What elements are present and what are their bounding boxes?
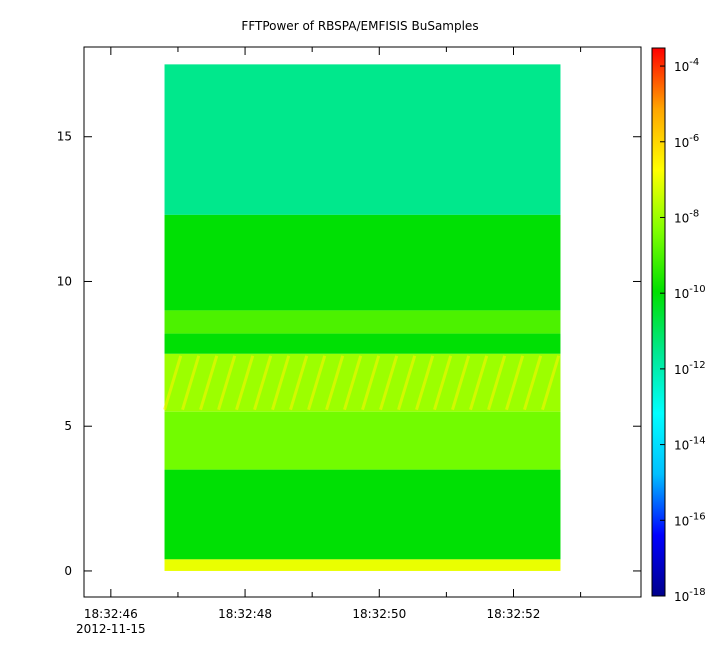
chorus-element <box>253 355 273 411</box>
colorbar-tick-label: 10-18 <box>674 587 706 604</box>
heatmap-band-0 <box>164 64 561 215</box>
heatmap-band-7 <box>164 559 561 571</box>
y-axis: 0 5 10 15 <box>57 130 641 578</box>
x-tick-label: 18:32:50 <box>352 607 406 621</box>
heatmap-band-4 <box>164 353 561 412</box>
colorbar-tick-label: 10-8 <box>674 208 699 225</box>
colorbar-tick-label: 10-12 <box>674 360 706 377</box>
chorus-element <box>361 355 381 411</box>
chorus-element <box>235 355 255 411</box>
colorbar-gradient <box>651 47 666 597</box>
chorus-element <box>343 355 363 411</box>
chorus-element <box>487 355 507 411</box>
chorus-element <box>271 355 291 411</box>
colorbar-tick-label: 10-16 <box>674 511 706 528</box>
chorus-element <box>397 355 417 411</box>
y-tick-label: 10 <box>57 274 72 288</box>
chorus-element <box>217 355 237 411</box>
chorus-element <box>469 355 489 411</box>
chorus-element <box>451 355 471 411</box>
heatmap-band-2 <box>164 310 561 334</box>
heatmap-band-5 <box>164 411 561 470</box>
chorus-element <box>505 355 525 411</box>
colorbar-tick-label: 10-4 <box>674 57 699 74</box>
spectrogram-heatmap <box>163 64 561 571</box>
chorus-element <box>541 355 561 411</box>
chorus-element <box>307 355 327 411</box>
colorbar-ticks: 10-4 10-6 10-8 10-10 10-12 10-14 10-16 10-18 <box>660 57 706 604</box>
chorus-element <box>325 355 345 411</box>
chorus-element <box>181 355 201 411</box>
y-tick-label: 15 <box>57 130 72 144</box>
colorbar-tick-label: 10-6 <box>674 133 699 150</box>
chart-title: FFTPower of RBSPA/EMFISIS BuSamples <box>241 19 478 33</box>
x-tick-label: 18:32:48 <box>218 607 272 621</box>
chorus-element <box>379 355 399 411</box>
heatmap-band-3 <box>164 333 561 354</box>
colorbar-tick-label: 10-14 <box>674 436 706 453</box>
chorus-element <box>523 355 543 411</box>
chorus-element <box>433 355 453 411</box>
y-tick-label: 0 <box>64 564 72 578</box>
x-tick-label: 18:32:46 <box>84 607 138 621</box>
chorus-element <box>163 355 183 411</box>
x-tick-date-label: 2012-11-15 <box>76 622 146 636</box>
colorbar-tick-label: 10-10 <box>674 284 706 301</box>
y-tick-label: 5 <box>64 419 72 433</box>
x-tick-label: 18:32:52 <box>487 607 541 621</box>
chorus-element <box>199 355 219 411</box>
colorbar: 10-4 10-6 10-8 10-10 10-12 10-14 10-16 10-18 <box>651 47 706 604</box>
chorus-element <box>415 355 435 411</box>
heatmap-band-6 <box>164 469 561 560</box>
chorus-element <box>289 355 309 411</box>
heatmap-band-1 <box>164 214 561 311</box>
